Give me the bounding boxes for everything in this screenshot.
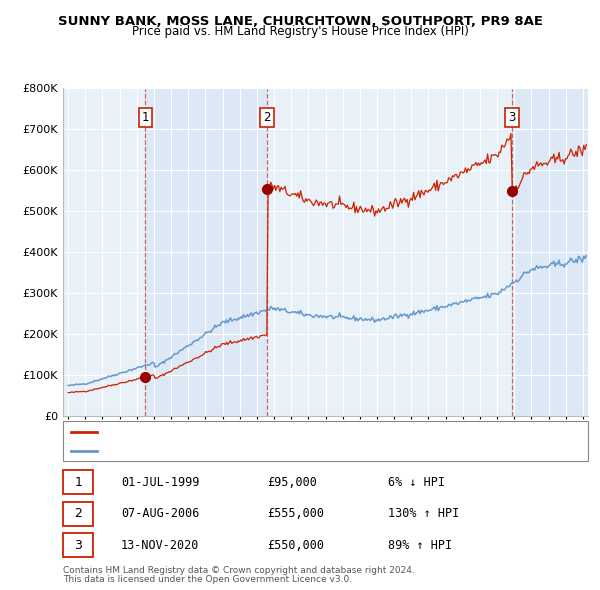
FancyBboxPatch shape	[63, 533, 94, 558]
Text: 01-JUL-1999: 01-JUL-1999	[121, 476, 199, 489]
FancyBboxPatch shape	[63, 470, 94, 494]
FancyBboxPatch shape	[63, 502, 94, 526]
FancyBboxPatch shape	[63, 421, 588, 461]
Text: 3: 3	[508, 111, 515, 124]
Bar	[145, 88, 267, 416]
Text: 07-AUG-2006: 07-AUG-2006	[121, 507, 199, 520]
Text: 2: 2	[74, 507, 82, 520]
Text: 13-NOV-2020: 13-NOV-2020	[121, 539, 199, 552]
Text: SUNNY BANK, MOSS LANE, CHURCHTOWN, SOUTHPORT, PR9 8AE: SUNNY BANK, MOSS LANE, CHURCHTOWN, SOUTH…	[58, 15, 542, 28]
Text: £550,000: £550,000	[268, 539, 325, 552]
Text: £555,000: £555,000	[268, 507, 325, 520]
Text: Price paid vs. HM Land Registry's House Price Index (HPI): Price paid vs. HM Land Registry's House …	[131, 25, 469, 38]
Text: £95,000: £95,000	[268, 476, 317, 489]
Text: 6% ↓ HPI: 6% ↓ HPI	[389, 476, 445, 489]
Text: 1: 1	[74, 476, 82, 489]
Text: SUNNY BANK, MOSS LANE, CHURCHTOWN, SOUTHPORT, PR9 8AE (detached house): SUNNY BANK, MOSS LANE, CHURCHTOWN, SOUTH…	[103, 428, 536, 438]
Text: 89% ↑ HPI: 89% ↑ HPI	[389, 539, 452, 552]
Text: 130% ↑ HPI: 130% ↑ HPI	[389, 507, 460, 520]
Text: Contains HM Land Registry data © Crown copyright and database right 2024.: Contains HM Land Registry data © Crown c…	[63, 566, 415, 575]
Bar	[512, 88, 588, 416]
Text: 3: 3	[74, 539, 82, 552]
Text: 1: 1	[142, 111, 149, 124]
Text: 2: 2	[263, 111, 271, 124]
Text: HPI: Average price, detached house, West Lancashire: HPI: Average price, detached house, West…	[103, 447, 380, 456]
Text: This data is licensed under the Open Government Licence v3.0.: This data is licensed under the Open Gov…	[63, 575, 352, 584]
